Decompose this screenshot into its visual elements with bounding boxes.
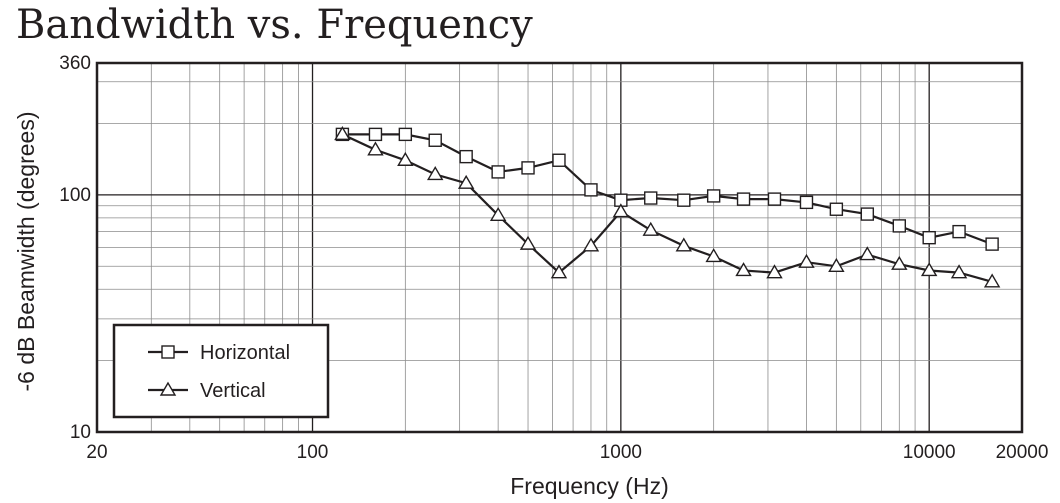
vertical-point — [426, 166, 444, 181]
horizontal-point — [428, 133, 442, 147]
vertical-point — [675, 237, 693, 252]
horizontal-point — [398, 127, 413, 142]
horizontal-point — [985, 237, 999, 251]
y-axis-label: -6 dB Beamwidth (degrees) — [13, 112, 39, 392]
vertical-line — [341, 133, 993, 283]
vertical-point — [950, 264, 968, 279]
series-horizontal — [335, 127, 999, 251]
vertical-point — [334, 125, 351, 141]
vertical-point — [859, 246, 876, 261]
vertical-point — [983, 273, 1001, 288]
legend-box — [112, 323, 330, 419]
horizontal-point — [491, 165, 505, 179]
horizontal-point — [767, 192, 782, 206]
legend-marker-horizontal — [161, 345, 175, 359]
horizontal-point — [706, 189, 721, 203]
chart-title: Bandwidth vs. Frequency — [16, 2, 533, 48]
horizontal-point — [892, 219, 907, 233]
y-tick-labels: 10 100 360 — [59, 53, 91, 443]
legend: Horizontal Vertical — [112, 323, 330, 419]
vertical-point — [397, 151, 414, 166]
horizontal-point — [552, 153, 566, 167]
horizontal-point — [829, 202, 844, 216]
vertical-point — [920, 262, 938, 277]
vertical-point — [828, 257, 845, 272]
grid-lines — [97, 63, 1022, 432]
legend-entry-horizontal: Horizontal — [148, 342, 290, 364]
x-tick-label: 100 — [297, 442, 329, 463]
vertical-point — [766, 264, 783, 279]
vertical-point — [798, 253, 815, 268]
horizontal-point — [952, 224, 966, 239]
x-tick-label: 10000 — [903, 442, 956, 463]
y-tick-label: 100 — [59, 185, 91, 206]
vertical-point — [489, 206, 507, 222]
x-tick-labels: 20 100 1000 10000 20000 — [86, 442, 1048, 463]
plot-frame — [95, 61, 1024, 434]
legend-entry-vertical: Vertical — [148, 380, 266, 402]
legend-label-horizontal: Horizontal — [200, 342, 290, 364]
x-tick-label: 20 — [86, 442, 107, 463]
vertical-point — [891, 255, 908, 270]
horizontal-point — [584, 183, 598, 197]
horizontal-point — [736, 192, 751, 206]
horizontal-point — [521, 161, 535, 175]
horizontal-point — [368, 127, 383, 142]
series-layer — [334, 125, 1001, 288]
horizontal-point — [922, 230, 936, 245]
legend-label-vertical: Vertical — [200, 380, 266, 402]
legend-entries: Horizontal Vertical — [148, 342, 290, 402]
horizontal-line — [342, 133, 993, 246]
vertical-point — [642, 221, 659, 236]
x-tick-label: 20000 — [996, 442, 1049, 463]
horizontal-point — [459, 149, 473, 164]
series-vertical — [334, 125, 1001, 288]
vertical-point — [550, 264, 568, 279]
horizontal-point — [644, 191, 658, 205]
y-tick-label: 360 — [59, 53, 91, 74]
vertical-point — [735, 262, 752, 277]
legend-marker-vertical — [159, 381, 177, 396]
vertical-point — [582, 237, 600, 252]
vertical-point — [705, 248, 722, 263]
horizontal-point — [799, 195, 814, 210]
horizontal-point — [860, 207, 875, 221]
vertical-point — [519, 235, 537, 250]
x-tick-label: 1000 — [600, 442, 642, 463]
vertical-point — [457, 174, 475, 189]
x-axis-label: Frequency (Hz) — [510, 473, 668, 499]
plot-border — [95, 61, 1024, 434]
y-tick-label: 10 — [70, 422, 91, 443]
vertical-point — [367, 141, 384, 156]
horizontal-point — [677, 193, 691, 207]
vertical-point — [612, 203, 630, 218]
